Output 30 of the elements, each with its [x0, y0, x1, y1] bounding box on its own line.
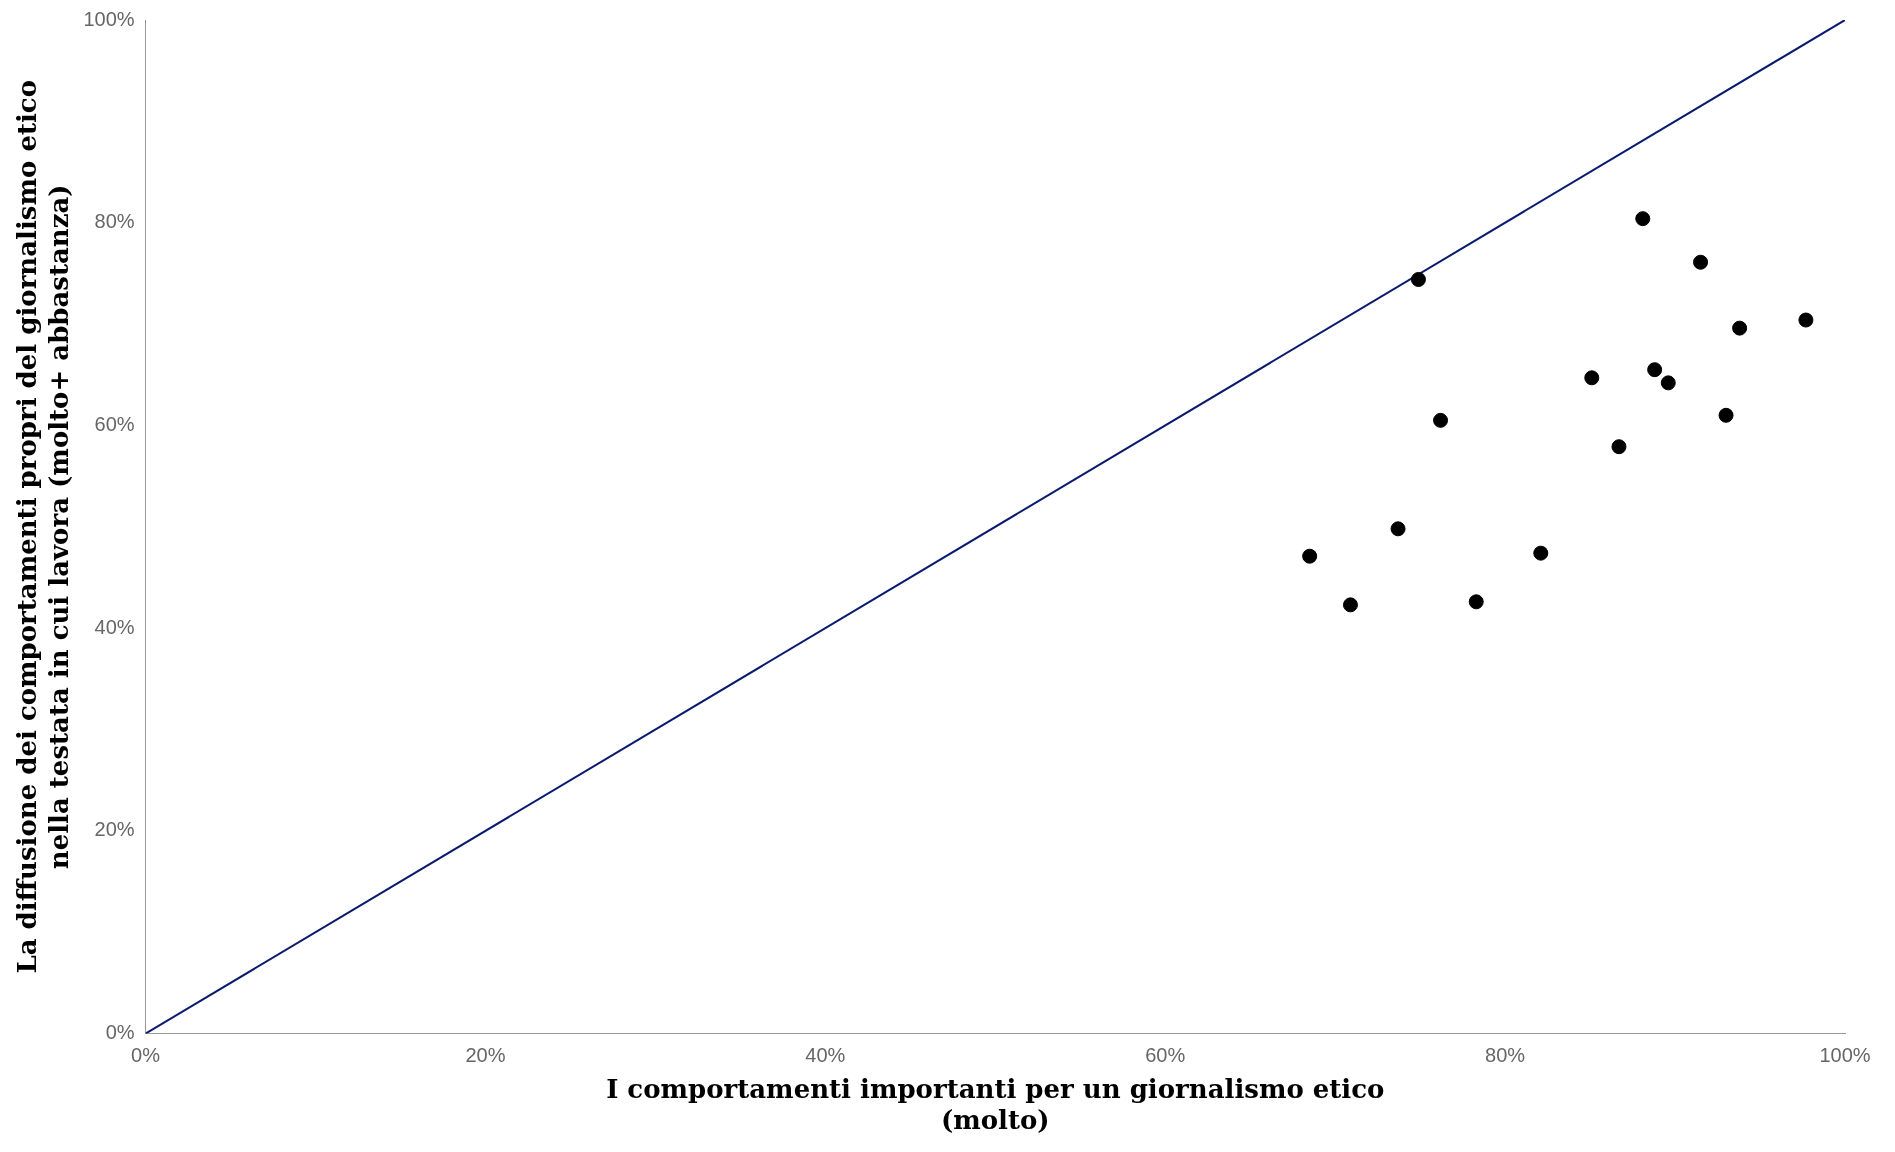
point [1468, 594, 1484, 610]
x-tick-label: 60% [1145, 1044, 1186, 1067]
point [1660, 375, 1676, 391]
y-tick-label: 100% [83, 7, 135, 30]
y-tick-label: 60% [94, 412, 135, 435]
x-tick-label: 0% [131, 1044, 161, 1067]
point [1635, 211, 1651, 227]
y-axis-title: La diffusione dei comportamenti propri del giornalismo etico nella testata in cui lavora (molto+ abbastanza) [12, 80, 74, 974]
point [1584, 370, 1600, 386]
y-tick-label: 0% [105, 1021, 135, 1044]
point [1390, 521, 1406, 537]
point [1647, 362, 1663, 378]
point [1718, 407, 1734, 423]
point [1410, 271, 1426, 287]
point [1342, 597, 1358, 613]
point [1732, 320, 1748, 336]
point [1611, 439, 1627, 455]
point [1533, 545, 1549, 561]
x-tick-label: 80% [1485, 1044, 1526, 1067]
x-tick-label: 40% [805, 1044, 846, 1067]
point [1433, 412, 1449, 428]
point [1798, 312, 1814, 328]
point [1302, 548, 1318, 564]
y-tick-label: 20% [94, 818, 135, 841]
y-tick-label: 40% [94, 615, 135, 638]
point [1693, 254, 1709, 270]
x-tick-label: 100% [1819, 1044, 1871, 1067]
x-axis-title: I comportamenti importanti per un giornalismo etico (molto) [606, 1073, 1385, 1136]
x-tick-label: 20% [465, 1044, 506, 1067]
y-tick-label: 80% [94, 210, 135, 233]
